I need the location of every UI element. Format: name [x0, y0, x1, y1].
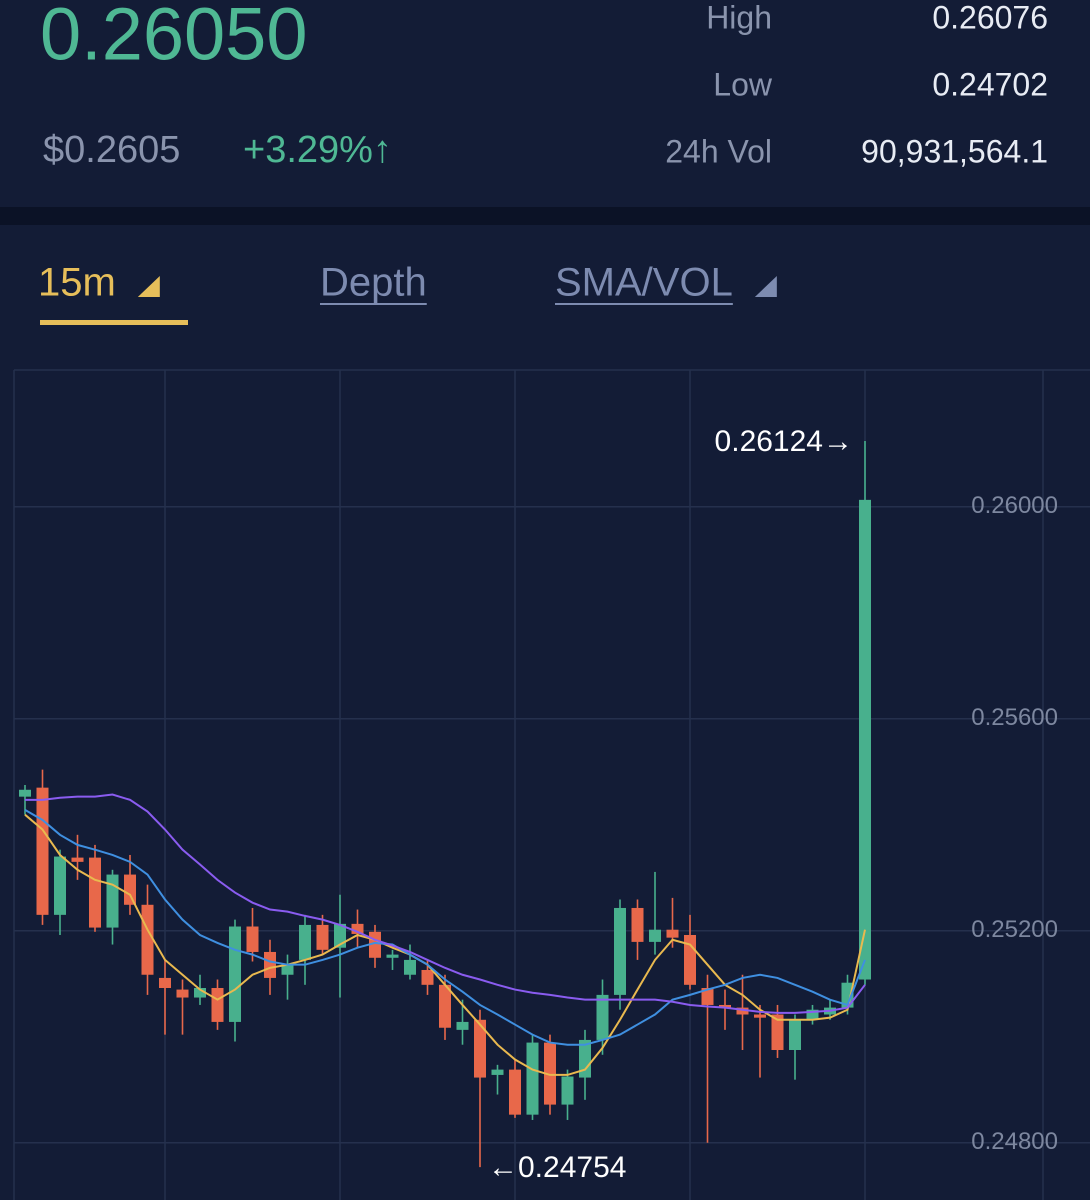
candle-body [561, 1076, 574, 1105]
divider [0, 207, 1090, 225]
moving-average-line [25, 793, 866, 1014]
candle-body [806, 1009, 819, 1020]
candle-body [124, 874, 136, 905]
tab-underline [320, 303, 427, 305]
dropdown-caret [754, 276, 777, 297]
candle-body [229, 926, 241, 1022]
tab[interactable]: 15m [38, 261, 116, 305]
candle-body [789, 1019, 801, 1051]
candle-body [334, 923, 346, 948]
tab[interactable]: Depth [320, 261, 427, 305]
moving-average-line [24, 809, 866, 1046]
candle-body [754, 1014, 766, 1018]
candle-body [491, 1069, 504, 1075]
candle-body [596, 994, 609, 1040]
candle-body [106, 874, 119, 928]
candle-body [211, 987, 224, 1022]
candle-body [474, 1019, 486, 1078]
y-tick-label: 0.25200 [971, 916, 1058, 943]
candle-body [544, 1042, 556, 1105]
tab-underline [555, 303, 733, 305]
tab-active-indicator [40, 320, 188, 325]
candle-body [264, 951, 276, 978]
last-price: 0.26050 [40, 0, 308, 76]
stat-label: 24h Vol [665, 133, 772, 169]
candle-body [54, 856, 66, 915]
low-annotation: ←0.24754 [488, 1151, 626, 1184]
high-annotation: 0.26124→ [715, 425, 853, 458]
candle-body [246, 926, 259, 952]
candle-body [141, 904, 154, 975]
candle-body [509, 1069, 521, 1115]
candle-body [194, 987, 206, 998]
candle-body [701, 987, 714, 1005]
candle-body [351, 923, 364, 934]
y-tick-label: 0.25600 [971, 704, 1058, 731]
dropdown-caret [137, 276, 160, 297]
candle-body [771, 1014, 784, 1051]
candle-body [19, 789, 31, 797]
candle-body [299, 924, 311, 960]
candle-body [649, 929, 661, 942]
fiat-price: $0.2605 [43, 129, 180, 171]
candle-body [579, 1039, 591, 1078]
candle-body [666, 929, 679, 938]
candle-body [386, 954, 399, 958]
candle-body [719, 1004, 731, 1008]
stats: High 0.26076 Low 0.24702 24h Vol 90,931,564.1 [665, 0, 1048, 169]
stat-label: High [706, 0, 772, 35]
candle-body [841, 982, 854, 1008]
candle-body [36, 787, 49, 915]
y-tick-label: 0.24800 [971, 1128, 1058, 1155]
candle-body [176, 989, 189, 998]
plot: 0.24800 0.25200 0.25600 0.26000 0.26124→ ←0.2… [14, 425, 1090, 1184]
candle-body [859, 499, 871, 980]
candle-body [736, 1007, 749, 1015]
tab[interactable]: SMA/VOL [555, 261, 733, 305]
y-tick-label: 0.26000 [971, 492, 1058, 519]
candle-body [316, 924, 329, 950]
candle-body [281, 964, 294, 975]
candle-body [631, 907, 644, 942]
tabs: 15m Depth SMA/VOL [38, 261, 777, 325]
stat-value: 0.26076 [932, 0, 1048, 35]
stat-label: Low [713, 66, 773, 102]
candle-body [439, 984, 451, 1028]
stat-value: 90,931,564.1 [861, 133, 1048, 169]
candle-body [404, 959, 416, 975]
candle-body [614, 907, 626, 995]
candle-body [456, 1021, 469, 1030]
candle-body [89, 857, 101, 928]
price-change: +3.29%↑ [243, 129, 392, 171]
candle-body [159, 977, 171, 988]
candle-body [421, 969, 434, 985]
stat-value: 0.24702 [932, 66, 1048, 102]
candle-body [71, 857, 84, 862]
candle-body [526, 1042, 539, 1115]
